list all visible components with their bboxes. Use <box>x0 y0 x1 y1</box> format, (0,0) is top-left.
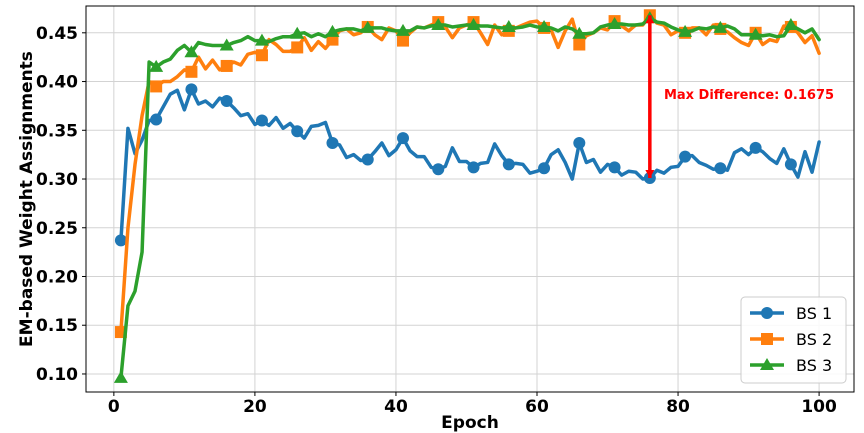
data-point <box>220 95 233 108</box>
data-point <box>784 158 797 171</box>
data-point <box>537 19 552 32</box>
y-axis-label: EM-based Weight Assignments <box>17 51 37 347</box>
legend-label: BS 2 <box>796 330 832 349</box>
x-tick-label: 100 <box>801 397 837 417</box>
y-tick-label: 0.10 <box>36 365 78 385</box>
data-point <box>397 132 410 145</box>
data-point <box>255 114 268 127</box>
data-point <box>360 20 375 33</box>
data-point <box>291 41 304 54</box>
x-tick-label: 40 <box>384 397 408 417</box>
data-point <box>432 163 445 176</box>
data-point <box>466 18 481 31</box>
legend: BS 1 BS 2 BS 3 <box>740 296 847 384</box>
data-point <box>219 38 234 51</box>
data-point <box>255 49 268 62</box>
grid <box>86 6 854 392</box>
data-point <box>185 65 198 78</box>
plot-frame <box>85 5 855 393</box>
data-point <box>150 80 163 93</box>
data-point <box>607 17 622 30</box>
data-point <box>396 23 411 36</box>
x-tick-label: 80 <box>666 397 690 417</box>
data-point <box>783 18 798 31</box>
data-point <box>149 59 164 72</box>
data-point <box>291 125 304 138</box>
max-difference-label: Max Difference: 0.1675 <box>664 88 834 103</box>
legend-label: BS 3 <box>796 356 832 375</box>
data-point <box>573 136 586 149</box>
data-point <box>748 27 763 40</box>
legend-marker <box>760 358 774 370</box>
data-point <box>184 45 199 58</box>
legend-item-3: BS 3 <box>750 356 832 375</box>
x-ticks: 0 20 40 60 80 100 <box>108 392 837 417</box>
data-point <box>290 26 305 39</box>
annotation-layer: Max Difference: 0.1675 <box>645 15 834 179</box>
data-point <box>608 161 621 174</box>
data-point <box>114 234 127 247</box>
legend-item-2: BS 2 <box>750 330 832 349</box>
y-tick-label: 0.35 <box>36 121 78 141</box>
y-tick-label: 0.25 <box>36 219 78 239</box>
y-tick-label: 0.45 <box>36 24 78 44</box>
data-point <box>678 24 693 37</box>
legend-item-1: BS 1 <box>750 304 832 323</box>
data-point <box>538 162 551 175</box>
y-tick-label: 0.30 <box>36 170 78 190</box>
data-point <box>150 113 163 126</box>
x-axis-label: Epoch <box>441 413 499 433</box>
legend-marker <box>761 307 773 319</box>
data-point <box>254 33 269 46</box>
data-point <box>431 18 446 31</box>
y-tick-label: 0.20 <box>36 267 78 287</box>
x-tick-label: 0 <box>108 397 120 417</box>
data-point <box>185 83 198 96</box>
data-point <box>572 26 587 39</box>
data-point <box>220 59 233 72</box>
max-difference-arrowhead-bottom <box>645 170 655 179</box>
data-point <box>325 24 340 37</box>
x-tick-label: 60 <box>525 397 549 417</box>
data-point <box>397 34 410 47</box>
data-point <box>679 150 692 163</box>
data-point <box>573 38 586 51</box>
legend-marker <box>761 333 773 345</box>
y-tick-label: 0.40 <box>36 73 78 93</box>
data-point <box>467 161 480 174</box>
x-tick-label: 20 <box>243 397 267 417</box>
data-point <box>749 141 762 154</box>
y-tick-label: 0.15 <box>36 316 78 336</box>
legend-label: BS 1 <box>796 304 832 323</box>
max-difference-arrowhead-top <box>645 15 655 24</box>
data-point <box>113 370 128 383</box>
data-point <box>714 162 727 175</box>
data-point <box>713 20 728 33</box>
series-3 <box>113 11 821 383</box>
series-1 <box>114 83 821 247</box>
y-ticks: 0.10 0.15 0.20 0.25 0.30 0.35 0.40 0.45 <box>36 24 86 385</box>
data-point <box>502 158 515 171</box>
data-point <box>501 19 516 32</box>
series-layer <box>113 9 821 383</box>
data-point <box>361 153 374 166</box>
data-point <box>326 136 339 149</box>
